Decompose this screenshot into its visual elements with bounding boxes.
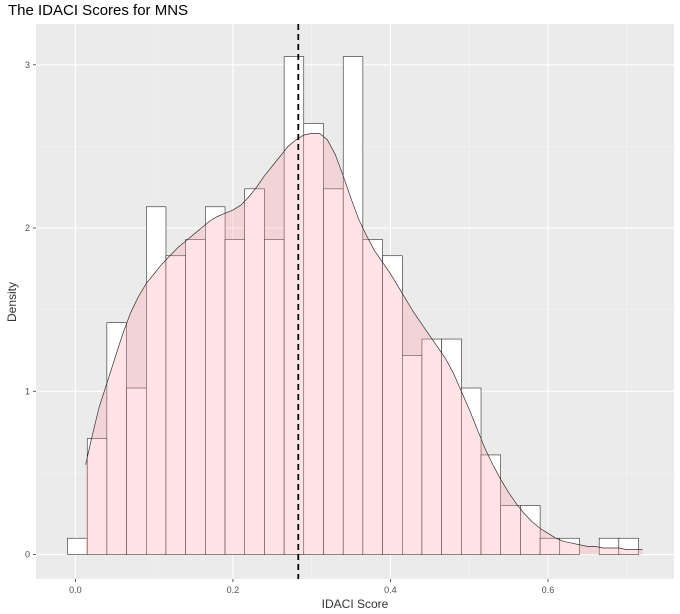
y-tick-label: 2 [25, 223, 30, 233]
x-axis-ticks: 0.0 0.2 0.4 0.6 [69, 579, 554, 595]
x-tick-label: 0.6 [542, 585, 555, 595]
histogram-bar [520, 505, 541, 555]
y-axis-ticks: 0 1 2 3 [25, 60, 36, 560]
histogram-bar [559, 537, 580, 555]
y-tick-label: 3 [25, 60, 30, 70]
density-curve [85, 133, 643, 550]
histogram-bars [67, 56, 639, 555]
chart-title: The IDACI Scores for MNS [8, 2, 189, 19]
y-tick-label: 1 [25, 386, 30, 396]
x-axis-title: IDACI Score [322, 597, 389, 611]
histogram-bar [618, 537, 639, 555]
x-tick-label: 0.2 [227, 585, 240, 595]
histogram-bar [67, 537, 88, 555]
x-tick-label: 0.4 [384, 585, 397, 595]
histogram-bar [480, 454, 501, 555]
y-axis-title: Density [5, 282, 19, 322]
x-tick-label: 0.0 [69, 585, 82, 595]
y-tick-label: 0 [25, 550, 30, 560]
density-area [85, 133, 643, 555]
